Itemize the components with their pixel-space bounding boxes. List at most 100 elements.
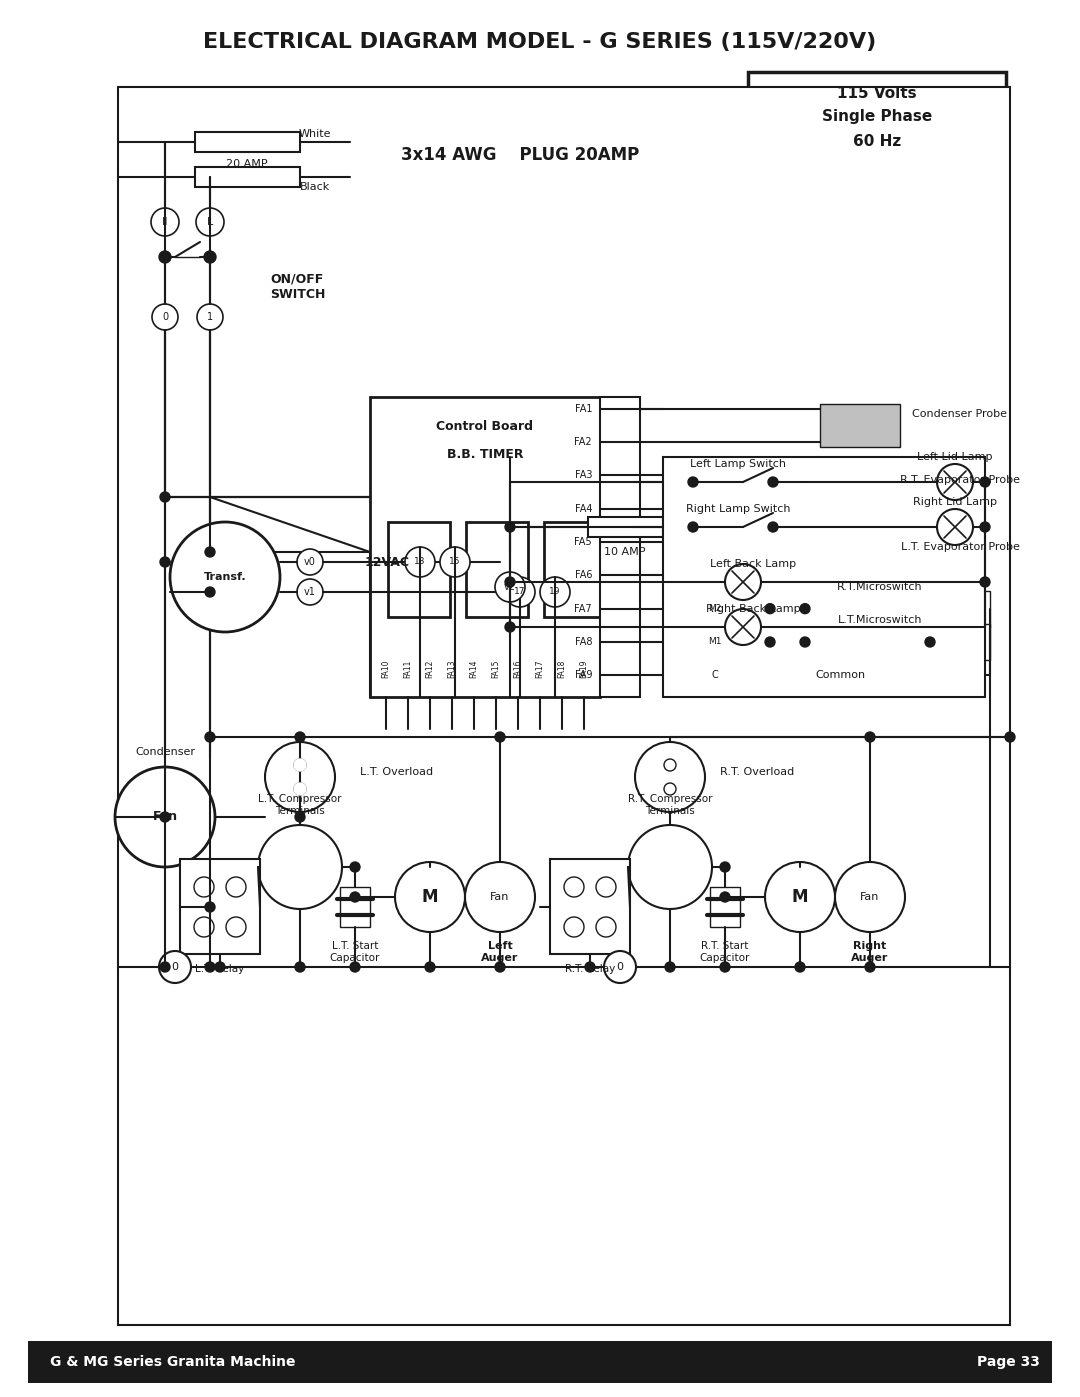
Circle shape bbox=[768, 476, 778, 488]
Circle shape bbox=[505, 522, 515, 532]
Text: v2: v2 bbox=[504, 583, 516, 592]
Circle shape bbox=[226, 877, 246, 897]
Text: FA19: FA19 bbox=[580, 659, 589, 679]
Bar bbox=[820, 404, 900, 447]
Text: FA3: FA3 bbox=[575, 471, 592, 481]
Text: L.T. Overload: L.T. Overload bbox=[360, 767, 433, 777]
Circle shape bbox=[720, 893, 730, 902]
Circle shape bbox=[720, 963, 730, 972]
Text: II: II bbox=[162, 217, 168, 226]
Text: FA14: FA14 bbox=[470, 659, 478, 679]
Circle shape bbox=[585, 963, 595, 972]
Text: 1: 1 bbox=[207, 312, 213, 321]
Circle shape bbox=[215, 963, 225, 972]
Text: FA5: FA5 bbox=[575, 536, 592, 548]
Circle shape bbox=[294, 782, 306, 795]
Circle shape bbox=[865, 963, 875, 972]
Circle shape bbox=[765, 637, 775, 647]
Text: FA7: FA7 bbox=[575, 604, 592, 613]
Circle shape bbox=[294, 782, 306, 795]
Circle shape bbox=[295, 732, 305, 742]
Circle shape bbox=[699, 626, 731, 658]
Circle shape bbox=[540, 577, 570, 608]
Circle shape bbox=[350, 963, 360, 972]
Text: FA12: FA12 bbox=[426, 659, 434, 678]
Text: B.B. TIMER: B.B. TIMER bbox=[447, 448, 523, 461]
Text: 3x14 AWG    PLUG 20AMP: 3x14 AWG PLUG 20AMP bbox=[401, 147, 639, 163]
Bar bbox=[588, 517, 663, 536]
Circle shape bbox=[294, 759, 306, 771]
Circle shape bbox=[297, 549, 323, 576]
Text: 0: 0 bbox=[617, 963, 623, 972]
Bar bbox=[118, 87, 1010, 1324]
Bar bbox=[28, 1341, 1052, 1383]
Circle shape bbox=[295, 812, 305, 821]
Text: FA9: FA9 bbox=[575, 671, 592, 680]
Text: L.T.Microswitch: L.T.Microswitch bbox=[838, 615, 922, 624]
Circle shape bbox=[405, 548, 435, 577]
Text: FA4: FA4 bbox=[575, 504, 592, 514]
Text: v0: v0 bbox=[305, 557, 316, 567]
Circle shape bbox=[800, 604, 810, 613]
Text: 20 AMP: 20 AMP bbox=[226, 159, 268, 169]
Text: 12VAC: 12VAC bbox=[365, 556, 410, 569]
Circle shape bbox=[564, 916, 584, 937]
Circle shape bbox=[205, 902, 215, 912]
Circle shape bbox=[160, 557, 170, 567]
Circle shape bbox=[664, 782, 676, 795]
Circle shape bbox=[765, 862, 835, 932]
Text: 60 Hz: 60 Hz bbox=[853, 134, 901, 149]
Text: ELECTRICAL DIAGRAM MODEL - G SERIES (115V/220V): ELECTRICAL DIAGRAM MODEL - G SERIES (115… bbox=[203, 32, 877, 52]
Circle shape bbox=[604, 951, 636, 983]
Text: FA16: FA16 bbox=[513, 659, 523, 679]
Text: ON/OFF
SWITCH: ON/OFF SWITCH bbox=[270, 272, 325, 300]
Bar bbox=[710, 887, 740, 928]
Bar bbox=[820, 471, 900, 514]
Circle shape bbox=[937, 509, 973, 545]
Circle shape bbox=[980, 522, 990, 532]
Bar bbox=[820, 536, 900, 580]
Circle shape bbox=[195, 208, 224, 236]
Text: 17: 17 bbox=[514, 588, 526, 597]
Circle shape bbox=[768, 522, 778, 532]
Text: M: M bbox=[792, 888, 808, 907]
Circle shape bbox=[205, 587, 215, 597]
Text: R.T. Relay: R.T. Relay bbox=[565, 964, 616, 974]
Text: M1: M1 bbox=[708, 637, 721, 647]
Circle shape bbox=[265, 742, 335, 812]
Circle shape bbox=[426, 963, 435, 972]
Text: Condenser Probe: Condenser Probe bbox=[913, 409, 1008, 419]
Circle shape bbox=[151, 208, 179, 236]
Circle shape bbox=[937, 464, 973, 500]
Circle shape bbox=[627, 826, 712, 909]
Bar bbox=[180, 859, 260, 954]
Text: FA15: FA15 bbox=[491, 659, 500, 679]
Circle shape bbox=[495, 963, 505, 972]
Circle shape bbox=[495, 732, 505, 742]
Circle shape bbox=[564, 877, 584, 897]
Text: FA13: FA13 bbox=[447, 659, 457, 679]
Circle shape bbox=[395, 862, 465, 932]
Circle shape bbox=[800, 637, 810, 647]
Circle shape bbox=[160, 812, 170, 821]
Circle shape bbox=[505, 622, 515, 631]
Text: L.T. Start
Capacitor: L.T. Start Capacitor bbox=[329, 942, 380, 963]
Text: Left Lamp Switch: Left Lamp Switch bbox=[690, 460, 786, 469]
Circle shape bbox=[465, 862, 535, 932]
Circle shape bbox=[699, 659, 731, 692]
Circle shape bbox=[865, 732, 875, 742]
Text: R.T. Evaporator Probe: R.T. Evaporator Probe bbox=[900, 475, 1020, 485]
Circle shape bbox=[160, 963, 170, 972]
Text: L: L bbox=[207, 217, 213, 226]
Text: 10 AMP: 10 AMP bbox=[604, 548, 646, 557]
Text: L.T. Relay: L.T. Relay bbox=[195, 964, 245, 974]
Text: FA2: FA2 bbox=[575, 437, 592, 447]
Bar bbox=[340, 887, 370, 928]
Text: Fan: Fan bbox=[152, 810, 177, 823]
Text: G & MG Series Granita Machine: G & MG Series Granita Machine bbox=[50, 1355, 296, 1369]
Circle shape bbox=[205, 963, 215, 972]
Circle shape bbox=[152, 305, 178, 330]
Circle shape bbox=[114, 767, 215, 868]
Circle shape bbox=[835, 862, 905, 932]
Circle shape bbox=[205, 732, 215, 742]
